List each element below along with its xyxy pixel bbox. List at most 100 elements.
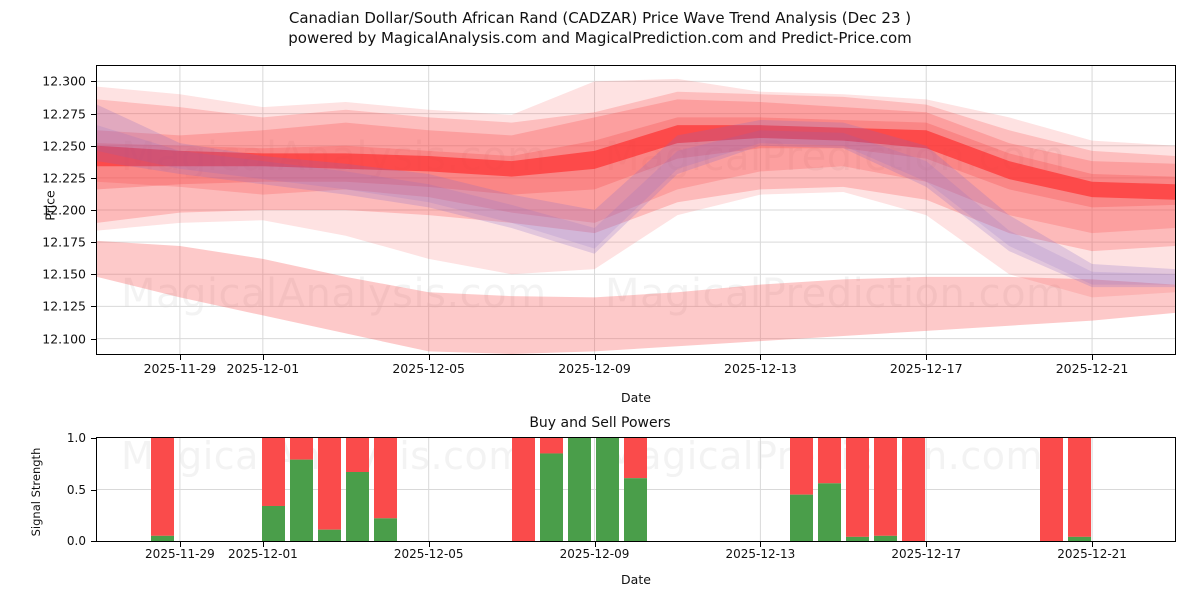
price-y-tick-label: 12.225 (42, 170, 86, 186)
price-y-tick-label: 12.200 (42, 202, 86, 218)
price-x-tick-mark (760, 355, 762, 360)
sell-power-bar (346, 438, 369, 472)
page-subtitle: powered by MagicalAnalysis.com and Magic… (288, 29, 912, 47)
sell-power-bar (874, 438, 897, 536)
wave-band (97, 240, 1175, 354)
price-y-tick-mark (91, 81, 96, 83)
sell-power-bar (262, 438, 285, 506)
price-y-tick-label: 12.150 (42, 266, 86, 282)
price-x-tick-label: 2025-12-17 (889, 361, 963, 376)
price-y-tick-label: 12.100 (42, 331, 86, 347)
buy-power-bar (262, 505, 285, 541)
sell-power-bar (902, 438, 925, 541)
price-x-tick-label: 2025-12-05 (392, 361, 466, 376)
power-x-tick-label: 2025-12-17 (891, 547, 962, 561)
power-y-tick-mark (91, 541, 96, 542)
wave-band (97, 125, 1175, 200)
price-y-tick-label: 12.125 (42, 298, 86, 314)
buy-power-bar (818, 483, 841, 541)
power-x-tick-label: 2025-12-09 (559, 547, 630, 561)
power-y-tick-label: 0.0 (66, 534, 86, 548)
price-y-tick-label: 12.250 (42, 138, 86, 154)
sell-power-bar (540, 438, 563, 454)
power-x-tick-label: 2025-11-29 (145, 547, 215, 561)
power-y-tick-mark (91, 489, 96, 491)
sell-power-bar (846, 438, 869, 537)
sell-power-bar (1040, 438, 1063, 541)
price-y-tick-mark (91, 274, 96, 276)
power-chart-title: Buy and Sell Powers (529, 415, 671, 431)
wave-band (97, 104, 1175, 288)
buy-power-bar (540, 453, 563, 541)
price-y-tick-label: 12.275 (42, 106, 86, 122)
buy-power-bar (874, 535, 897, 541)
buy-power-bar (596, 438, 619, 541)
sell-power-bar (624, 438, 647, 479)
price-y-tick-mark (91, 113, 96, 115)
price-x-tick-label: 2025-12-21 (1055, 361, 1129, 376)
buy-power-bar (568, 438, 591, 541)
sell-power-bar (1068, 438, 1091, 537)
buy-power-bar (346, 471, 369, 541)
price-x-tick-mark (1092, 355, 1094, 360)
price-y-tick-label: 12.175 (42, 234, 86, 250)
buy-power-bar (151, 535, 174, 541)
sell-power-bar (818, 438, 841, 484)
buy-power-bar (846, 536, 869, 541)
power-x-tick-mark (428, 542, 430, 547)
price-wave-chart: MagicalAnalysis.com MagicalPrediction.co… (96, 65, 1176, 355)
price-y-tick-mark (91, 338, 96, 340)
chart-title-block: Canadian Dollar/South African Rand (CADZ… (0, 8, 1200, 48)
price-x-tick-mark (428, 355, 430, 360)
power-x-tick-mark (179, 542, 181, 547)
buy-sell-powers-chart: MagicalAnalysis.com MagicalPrediction.co… (96, 437, 1176, 542)
price-wave-plot (97, 66, 1175, 354)
buy-power-bar (374, 518, 397, 541)
price-x-tick-label: 2025-11-29 (143, 361, 217, 376)
buy-sell-powers-plot (97, 438, 1175, 541)
wave-band (97, 125, 1175, 285)
price-x-axis-title: Date (621, 390, 651, 405)
sell-power-bar (151, 438, 174, 536)
power-x-tick-mark (262, 542, 264, 547)
price-y-tick-mark (91, 177, 96, 179)
sell-power-bar (290, 438, 313, 460)
price-y-tick-mark (91, 306, 96, 308)
price-y-tick-mark (91, 145, 96, 147)
price-x-tick-label: 2025-12-01 (226, 361, 300, 376)
price-x-tick-mark (179, 355, 181, 360)
power-x-tick-label: 2025-12-01 (227, 547, 298, 561)
price-x-tick-label: 2025-12-13 (724, 361, 797, 376)
power-x-axis-title: Date (621, 572, 651, 587)
buy-power-bar (290, 459, 313, 541)
sell-power-bar (374, 438, 397, 519)
price-x-tick-mark (594, 355, 596, 360)
power-x-tick-mark (926, 542, 928, 547)
sell-power-bar (790, 438, 813, 495)
buy-power-bar (1068, 536, 1091, 541)
page-title: Canadian Dollar/South African Rand (CADZ… (288, 9, 912, 27)
power-x-tick-mark (1092, 542, 1094, 547)
power-y-tick-label: 0.5 (66, 482, 86, 497)
wave-band (97, 78, 1175, 298)
power-x-tick-label: 2025-12-05 (393, 547, 464, 561)
power-x-tick-mark (760, 542, 762, 547)
power-x-tick-label: 2025-12-21 (1057, 547, 1127, 561)
price-y-tick-mark (91, 242, 96, 244)
sell-power-bar (512, 438, 535, 541)
price-y-tick-mark (91, 210, 96, 211)
price-x-tick-mark (926, 355, 928, 360)
price-x-tick-mark (262, 355, 264, 360)
power-x-tick-mark (594, 542, 596, 547)
price-x-tick-label: 2025-12-09 (558, 361, 631, 376)
wave-band (97, 91, 1175, 234)
sell-power-bar (318, 438, 341, 530)
power-y-tick-mark (91, 438, 96, 439)
power-x-tick-label: 2025-12-13 (725, 547, 796, 561)
price-y-tick-label: 12.300 (42, 73, 86, 89)
buy-power-bar (318, 529, 341, 541)
buy-power-bar (624, 478, 647, 541)
power-y-tick-label: 1.0 (66, 431, 86, 445)
buy-power-bar (790, 494, 813, 541)
